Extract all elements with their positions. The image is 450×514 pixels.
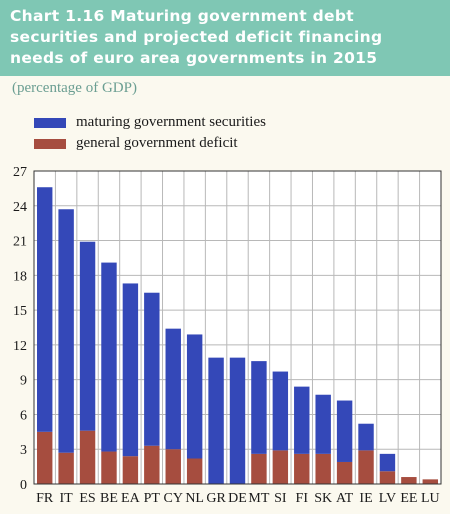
x-tick-label: IT [60, 491, 74, 506]
x-tick-label: AT [336, 491, 354, 506]
x-tick-label: FI [296, 491, 309, 506]
x-tick-label: LV [379, 491, 396, 506]
legend-label-maturing: maturing government securities [76, 114, 266, 130]
bar-maturing [58, 209, 74, 453]
bar-maturing [379, 453, 396, 472]
legend-swatch-maturing [34, 117, 66, 128]
x-tick-label: GR [206, 491, 226, 506]
bar-deficit [358, 450, 374, 484]
bar-deficit [251, 453, 267, 484]
bar-maturing [36, 187, 53, 432]
bar-deficit [58, 452, 74, 484]
bar-deficit [122, 456, 139, 484]
bar-maturing [358, 423, 374, 451]
bar-deficit [401, 477, 417, 484]
title-banner: Chart 1.16 Maturing government debt secu… [0, 0, 450, 76]
y-tick-label: 3 [20, 443, 27, 458]
plot-border [33, 170, 442, 485]
bar-deficit [272, 450, 289, 484]
x-tick-label: NL [185, 491, 204, 506]
y-tick-label: 18 [13, 269, 27, 284]
x-tick-label: IE [359, 491, 372, 506]
x-tick-label: SK [314, 491, 332, 506]
bar-maturing [294, 386, 310, 454]
bar-deficit [315, 453, 331, 484]
x-tick-label: ES [79, 491, 95, 506]
bar-maturing [165, 328, 181, 450]
y-tick-label: 6 [20, 408, 27, 423]
x-tick-label: SI [274, 491, 287, 506]
bar-maturing [79, 241, 96, 431]
y-tick-label: 21 [13, 235, 27, 250]
chart-subtitle: (percentage of GDP) [12, 80, 137, 96]
x-tick-label: EE [400, 491, 417, 506]
bar-deficit [165, 449, 181, 484]
bar-deficit [379, 471, 396, 484]
bar-deficit [79, 430, 96, 484]
x-tick-label: LU [421, 491, 440, 506]
x-tick-label: PT [144, 491, 161, 506]
bar-deficit [422, 479, 439, 484]
x-tick-label: CY [164, 491, 183, 506]
bar-maturing [229, 357, 246, 484]
chart-title: Chart 1.16 Maturing government debt secu… [10, 6, 440, 69]
bar-maturing [144, 292, 160, 446]
bar-maturing [208, 357, 224, 484]
x-tick-label: FR [36, 491, 54, 506]
bar-maturing [251, 361, 267, 454]
chart-title-line-3: needs of euro area governments in 2015 [10, 49, 378, 67]
y-tick-label: 0 [20, 478, 27, 493]
y-tick-label: 27 [13, 165, 27, 180]
x-tick-label: EA [121, 491, 141, 506]
legend-swatch-deficit [34, 138, 66, 149]
bar-deficit [336, 461, 353, 484]
y-tick-label: 12 [13, 339, 27, 354]
bar-maturing [315, 394, 331, 454]
bar-maturing [186, 334, 203, 459]
y-tick-label: 24 [13, 200, 27, 215]
chart-title-line-1: Chart 1.16 Maturing government debt [10, 7, 354, 25]
y-tick-label: 9 [20, 374, 27, 389]
bar-deficit [294, 453, 310, 484]
bar-deficit [144, 445, 160, 484]
x-tick-label: MT [248, 491, 269, 506]
x-tick-label: DE [228, 491, 247, 506]
bar-maturing [272, 371, 289, 451]
chart-title-line-2: securities and projected deficit financi… [10, 28, 383, 46]
bar-deficit [36, 431, 53, 484]
bar-maturing [336, 400, 353, 462]
y-tick-label: 15 [13, 304, 27, 319]
legend: maturing government securities general g… [34, 112, 266, 154]
bar-deficit [101, 451, 117, 484]
x-tick-label: BE [100, 491, 118, 506]
bar-maturing [101, 262, 117, 452]
legend-item-maturing: maturing government securities [34, 112, 266, 133]
bar-deficit [186, 458, 203, 484]
legend-label-deficit: general government deficit [76, 135, 238, 151]
legend-item-deficit: general government deficit [34, 133, 266, 154]
bar-maturing [122, 283, 139, 457]
